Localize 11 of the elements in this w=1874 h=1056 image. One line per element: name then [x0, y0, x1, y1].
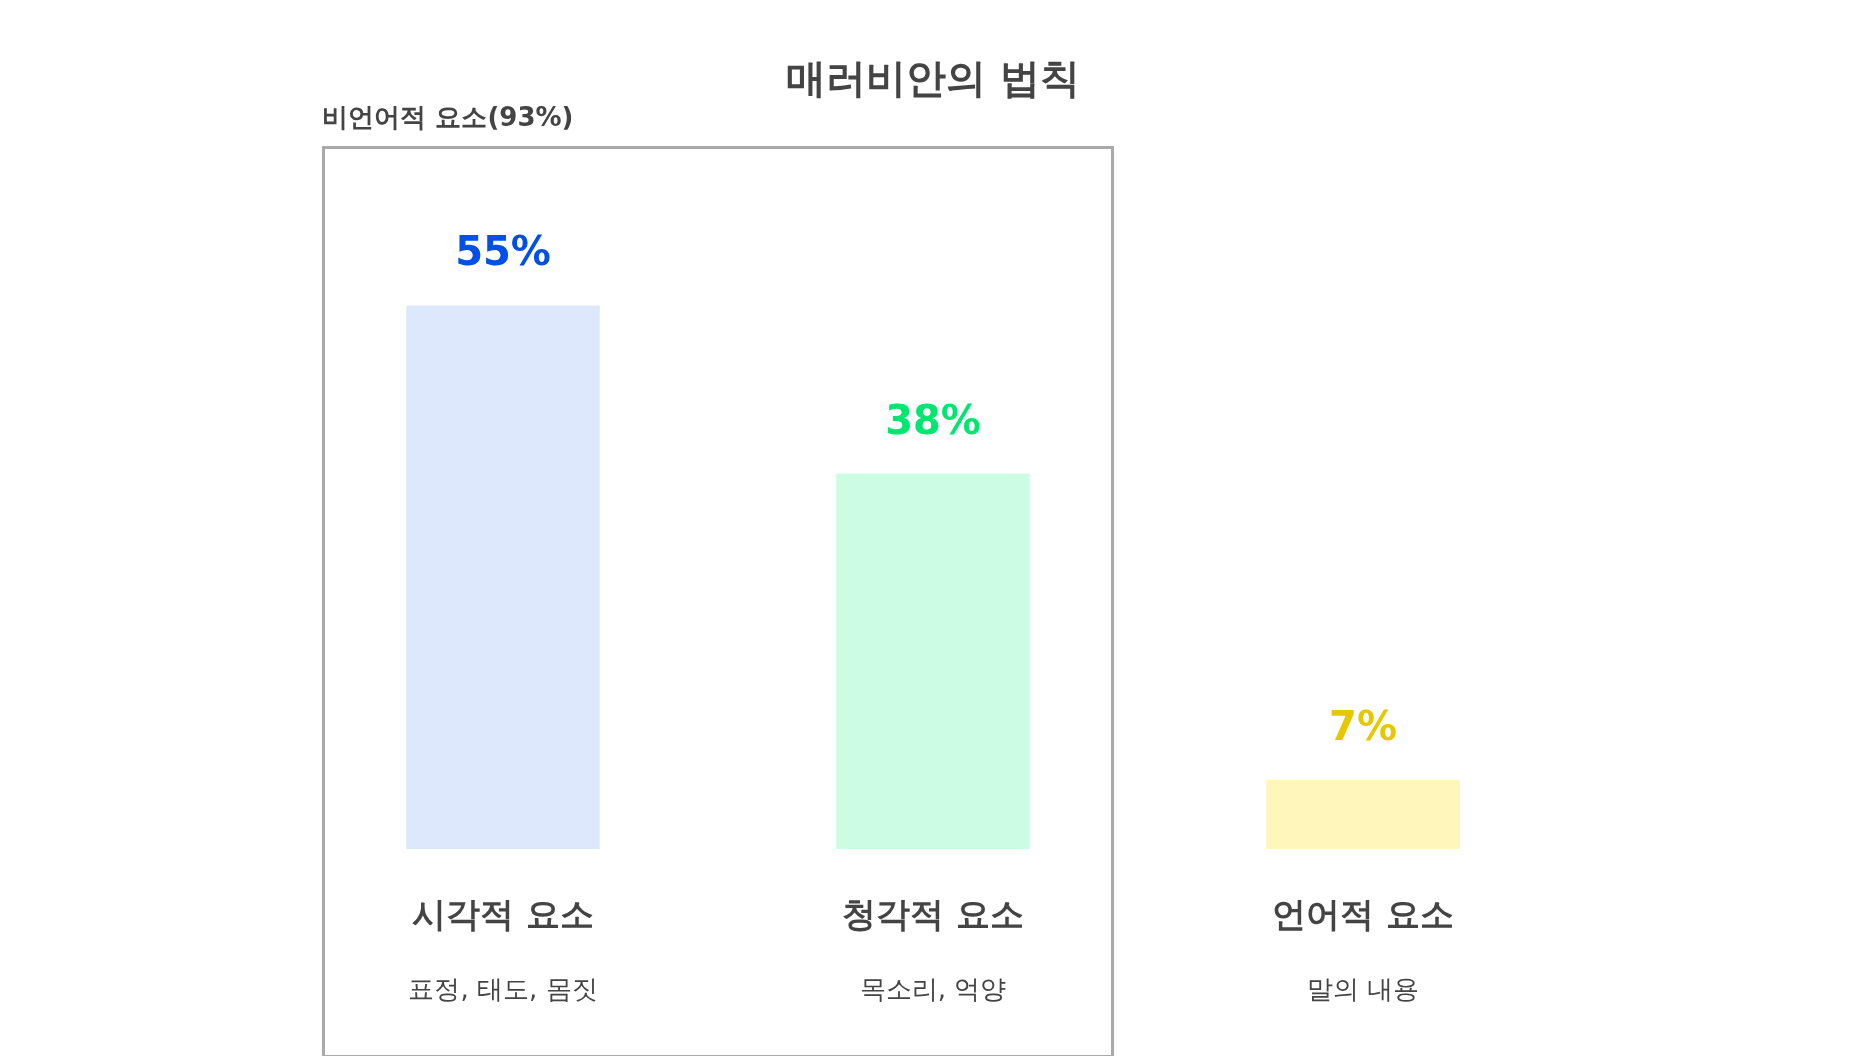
data-label: 38%	[885, 396, 981, 443]
text: 비언어적 요소(93%)	[322, 101, 574, 134]
data-label: 55%	[455, 228, 551, 275]
x-tick-label: 시각적 요소	[412, 894, 594, 935]
x-tick-label: 언어적 요소	[1272, 894, 1454, 935]
text: 말의 내용	[1306, 974, 1420, 1004]
text: 목소리, 억양	[859, 974, 1007, 1004]
data-label: 7%	[1329, 702, 1397, 749]
text: 표정, 태도, 몸짓	[408, 974, 598, 1004]
x-tick-label: 청각적 요소	[842, 894, 1024, 935]
chart-title: 매러비안의 법칙	[786, 55, 1080, 102]
